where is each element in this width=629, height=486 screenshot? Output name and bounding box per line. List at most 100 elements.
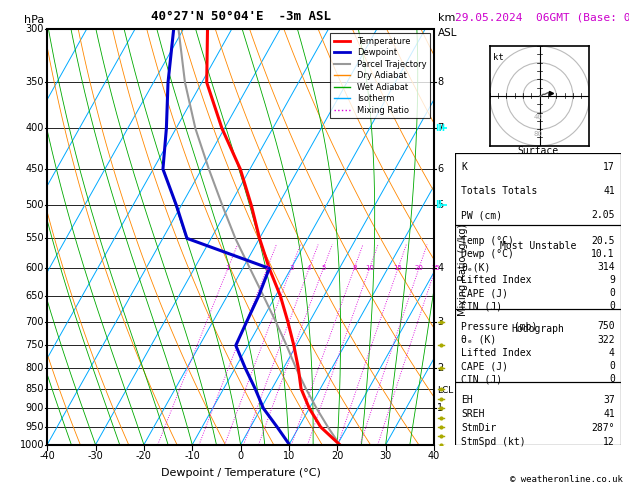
Text: EH: EH: [462, 395, 473, 405]
Text: 550: 550: [25, 233, 44, 243]
Text: Temp (°C): Temp (°C): [462, 237, 515, 246]
Text: θₑ(K): θₑ(K): [462, 262, 491, 273]
Text: III: III: [435, 124, 445, 133]
Text: Hodograph: Hodograph: [511, 324, 565, 334]
Text: 750: 750: [597, 321, 615, 331]
Text: Totals Totals: Totals Totals: [462, 186, 538, 196]
Text: 20: 20: [331, 451, 343, 461]
Text: 400: 400: [26, 123, 44, 134]
Text: 4: 4: [609, 348, 615, 358]
Text: LCL: LCL: [437, 386, 454, 395]
Text: 40°27'N 50°04'E  -3m ASL: 40°27'N 50°04'E -3m ASL: [150, 10, 331, 22]
Text: 29.05.2024  06GMT (Base: 06): 29.05.2024 06GMT (Base: 06): [455, 12, 629, 22]
Text: 800: 800: [26, 363, 44, 373]
Text: 2: 2: [265, 265, 269, 271]
Text: θₑ (K): θₑ (K): [462, 334, 497, 345]
Text: SREH: SREH: [462, 409, 485, 419]
Text: -30: -30: [87, 451, 103, 461]
Text: K: K: [462, 162, 467, 173]
Text: 350: 350: [26, 77, 44, 87]
Text: CIN (J): CIN (J): [462, 374, 503, 384]
Text: Dewp (°C): Dewp (°C): [462, 249, 515, 260]
Text: 40: 40: [533, 114, 542, 120]
Text: 600: 600: [26, 263, 44, 274]
Bar: [455, 153, 621, 225]
Text: 41: 41: [603, 186, 615, 196]
Text: 1000: 1000: [19, 440, 44, 450]
Text: CIN (J): CIN (J): [462, 301, 503, 312]
Text: 5: 5: [321, 265, 325, 271]
Text: CAPE (J): CAPE (J): [462, 361, 508, 371]
Text: 3: 3: [437, 316, 443, 327]
Text: hPa: hPa: [24, 15, 44, 25]
Text: 650: 650: [26, 291, 44, 301]
Text: 1: 1: [226, 265, 230, 271]
Text: 314: 314: [597, 262, 615, 273]
Text: 3: 3: [289, 265, 294, 271]
Text: 37: 37: [603, 395, 615, 405]
Text: -40: -40: [39, 451, 55, 461]
Text: 9: 9: [609, 276, 615, 285]
Text: 322: 322: [597, 334, 615, 345]
Text: 10.1: 10.1: [591, 249, 615, 260]
Text: 15: 15: [394, 265, 403, 271]
Text: 10: 10: [365, 265, 374, 271]
Text: 41: 41: [603, 409, 615, 419]
Text: 0: 0: [609, 374, 615, 384]
Text: kt: kt: [493, 53, 504, 62]
Text: Lifted Index: Lifted Index: [462, 348, 532, 358]
Text: 25: 25: [431, 265, 440, 271]
Text: 12: 12: [603, 437, 615, 447]
Text: 450: 450: [26, 164, 44, 174]
Text: 2.05: 2.05: [591, 210, 615, 220]
Text: -10: -10: [184, 451, 200, 461]
Text: 900: 900: [26, 403, 44, 413]
Text: ASL: ASL: [438, 28, 457, 38]
Text: Dewpoint / Temperature (°C): Dewpoint / Temperature (°C): [160, 468, 321, 478]
Text: 4: 4: [307, 265, 311, 271]
Text: 0: 0: [609, 361, 615, 371]
Text: 8: 8: [352, 265, 357, 271]
Text: 0: 0: [609, 301, 615, 312]
Text: PW (cm): PW (cm): [462, 210, 503, 220]
Text: 4: 4: [437, 263, 443, 274]
Text: 7: 7: [437, 123, 443, 134]
Text: 5: 5: [437, 200, 443, 210]
Text: 2: 2: [437, 363, 443, 373]
Bar: [455, 309, 621, 382]
Legend: Temperature, Dewpoint, Parcel Trajectory, Dry Adiabat, Wet Adiabat, Isotherm, Mi: Temperature, Dewpoint, Parcel Trajectory…: [330, 34, 430, 118]
Text: 750: 750: [25, 340, 44, 350]
Text: 6: 6: [437, 164, 443, 174]
Text: 300: 300: [26, 24, 44, 34]
Text: Most Unstable: Most Unstable: [500, 242, 576, 251]
Text: StmSpd (kt): StmSpd (kt): [462, 437, 526, 447]
Text: 17: 17: [603, 162, 615, 173]
Text: Pressure (mb): Pressure (mb): [462, 321, 538, 331]
Bar: [455, 382, 621, 445]
Text: 1: 1: [437, 403, 443, 413]
Text: 20.5: 20.5: [591, 237, 615, 246]
Text: 8: 8: [437, 77, 443, 87]
Text: 950: 950: [26, 422, 44, 432]
Text: 0: 0: [609, 289, 615, 298]
Text: 0: 0: [238, 451, 243, 461]
Text: © weatheronline.co.uk: © weatheronline.co.uk: [510, 474, 623, 484]
Text: StmDir: StmDir: [462, 423, 497, 433]
Text: 287°: 287°: [591, 423, 615, 433]
Text: 700: 700: [26, 316, 44, 327]
Text: 500: 500: [26, 200, 44, 210]
Bar: [455, 225, 621, 309]
Text: CAPE (J): CAPE (J): [462, 289, 508, 298]
Text: 30: 30: [379, 451, 392, 461]
Text: 850: 850: [26, 383, 44, 394]
Text: -20: -20: [136, 451, 152, 461]
Text: 80: 80: [533, 131, 543, 137]
Text: 40: 40: [428, 451, 440, 461]
Text: II: II: [435, 200, 442, 210]
Text: Surface: Surface: [518, 146, 559, 156]
Text: km: km: [438, 13, 455, 23]
Text: 10: 10: [283, 451, 295, 461]
Text: 20: 20: [415, 265, 423, 271]
Text: Mixing Ratio (g/kg): Mixing Ratio (g/kg): [458, 224, 468, 316]
Text: Lifted Index: Lifted Index: [462, 276, 532, 285]
